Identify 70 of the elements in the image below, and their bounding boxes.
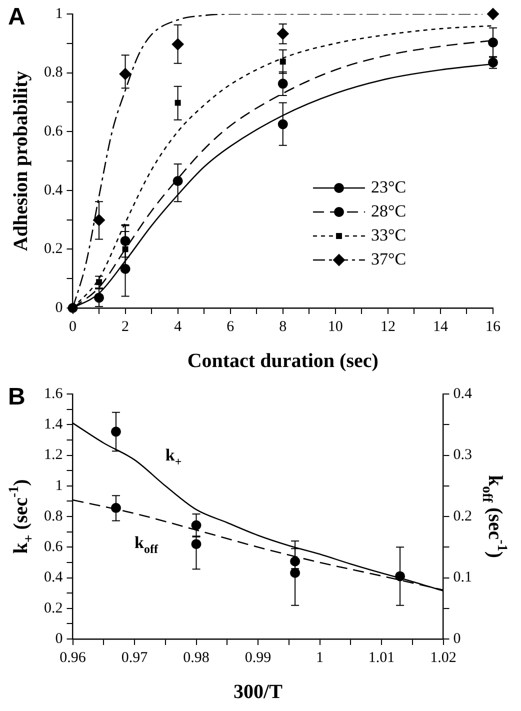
y-axis-title: Adhesion probability <box>10 70 32 252</box>
x-tick-label: 1.02 <box>430 650 456 666</box>
point <box>119 68 132 80</box>
point <box>93 214 106 226</box>
y2-tick-label: 0 <box>453 630 461 647</box>
point <box>487 8 499 20</box>
y-tick-label: 1 <box>55 6 63 22</box>
point <box>488 38 498 48</box>
y-tick-label: 1.6 <box>44 386 64 402</box>
legend-label: 23°C <box>371 177 406 196</box>
y-tick-label: 1.2 <box>44 447 63 464</box>
x-tick-label: 2 <box>122 318 130 335</box>
point <box>280 58 286 65</box>
y-tick-label: 0.8 <box>44 508 63 524</box>
point <box>120 236 130 246</box>
x-tick-label: 16 <box>486 318 501 335</box>
y-tick-label: 0.2 <box>44 241 63 258</box>
point <box>110 426 121 437</box>
x-tick-label: 1 <box>316 650 324 666</box>
x-tick-label: 1.01 <box>368 650 395 666</box>
x-tick-label: 12 <box>380 318 396 335</box>
y2-tick-label: 0.2 <box>453 508 472 524</box>
x-tick-label: 14 <box>432 318 448 335</box>
x-tick-label: 4 <box>174 318 182 335</box>
y-tick-label: 0.6 <box>44 539 64 556</box>
y-tick-label: 0.8 <box>44 64 63 81</box>
y-tick-label: 0.4 <box>44 182 64 198</box>
x-tick-label: 0 <box>69 318 76 335</box>
x-tick-label: 6 <box>226 318 235 335</box>
y-tick-label: 1 <box>55 478 63 494</box>
x-axis-title: Contact duration (sec) <box>187 350 378 372</box>
point <box>94 292 104 303</box>
y2-axis-title: koff (sec-1) <box>478 475 509 558</box>
point <box>395 571 406 582</box>
x-tick-label: 0.97 <box>121 650 148 666</box>
series-label: k+ <box>165 445 182 468</box>
y-tick-label: 0 <box>55 300 63 316</box>
point <box>290 568 300 578</box>
point <box>191 539 202 550</box>
y-tick-label: 1.4 <box>44 416 64 433</box>
y-axis-title: k+ (sec-1) <box>7 479 38 554</box>
point <box>191 520 202 530</box>
legend-label: 37°C <box>371 249 406 268</box>
y2-tick-label: 0.3 <box>453 447 472 464</box>
y-tick-label: 0.4 <box>44 570 64 586</box>
point <box>172 176 183 186</box>
x-tick-label: 0.98 <box>183 650 210 666</box>
legend-label: 33°C <box>371 225 406 244</box>
point <box>174 100 181 106</box>
point <box>120 264 130 274</box>
y-tick-label: 0.2 <box>44 600 63 616</box>
point <box>172 38 184 50</box>
legend-label: 28°C <box>371 201 406 220</box>
point <box>290 556 300 566</box>
point <box>110 502 121 513</box>
y2-tick-label: 0.1 <box>453 570 472 586</box>
y-tick-label: 0 <box>55 630 63 647</box>
point <box>278 78 288 89</box>
y2-tick-label: 0.4 <box>453 386 472 402</box>
point <box>278 119 288 130</box>
text: B <box>8 384 26 411</box>
x-tick-label: 10 <box>328 318 343 335</box>
x-tick-label: 0.99 <box>244 650 272 666</box>
y-tick-label: 0.6 <box>44 124 64 140</box>
point <box>122 246 128 252</box>
text: A <box>8 4 26 31</box>
x-tick-label: 8 <box>279 318 287 335</box>
x-axis-title: 300/T <box>234 681 284 704</box>
point <box>276 28 289 40</box>
x-tick-label: 0.96 <box>60 650 86 666</box>
